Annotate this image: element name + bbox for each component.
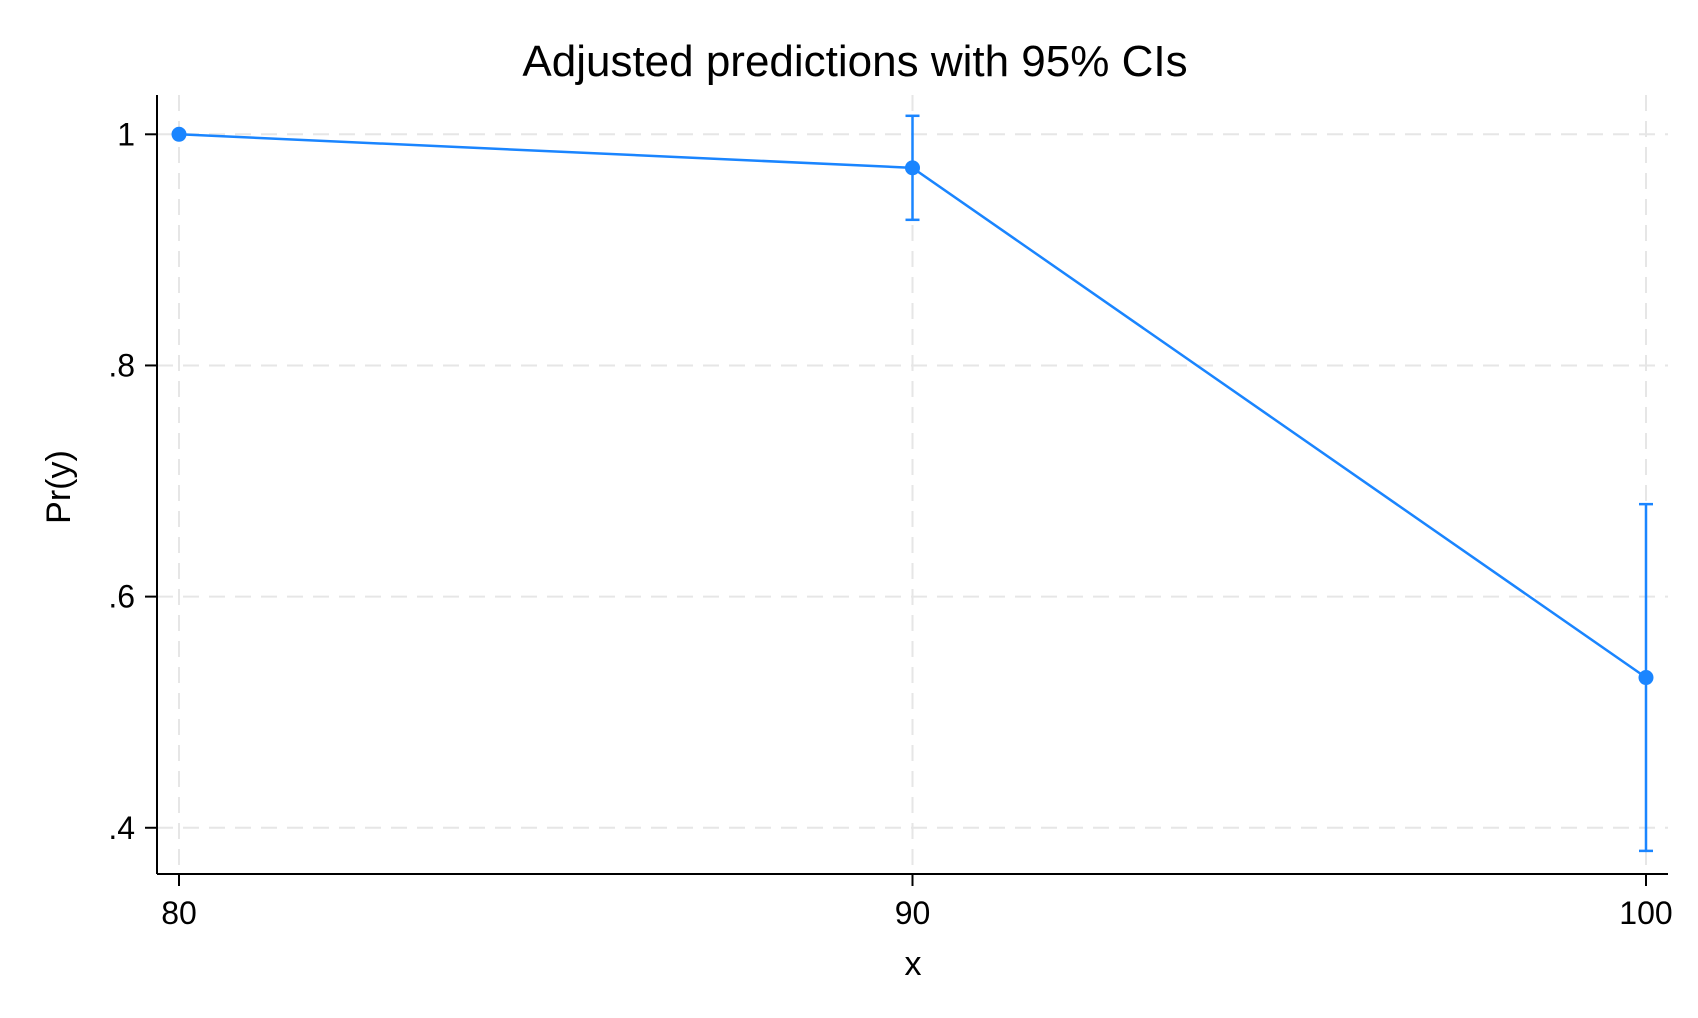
data-point-0 xyxy=(171,126,187,142)
x-axis-title: x xyxy=(905,945,922,983)
y-tick-label-1: .8 xyxy=(108,347,135,383)
chart-title: Adjusted predictions with 95% CIs xyxy=(522,37,1187,86)
series xyxy=(171,114,1654,853)
y-axis-title: Pr(y) xyxy=(40,450,78,524)
axis-ticks: 1 .8 .6 .4 80 90 100 xyxy=(108,116,1672,931)
y-tick-label-2: .6 xyxy=(108,579,135,615)
y-tick-label-0: 1 xyxy=(117,116,135,152)
y-tick-label-3: .4 xyxy=(108,810,135,846)
x-tick-label-1: 90 xyxy=(895,895,931,931)
data-point-1 xyxy=(905,160,920,176)
x-tick-label-0: 80 xyxy=(161,895,197,931)
x-tick-label-2: 100 xyxy=(1619,895,1672,931)
data-point-2 xyxy=(1638,670,1654,686)
